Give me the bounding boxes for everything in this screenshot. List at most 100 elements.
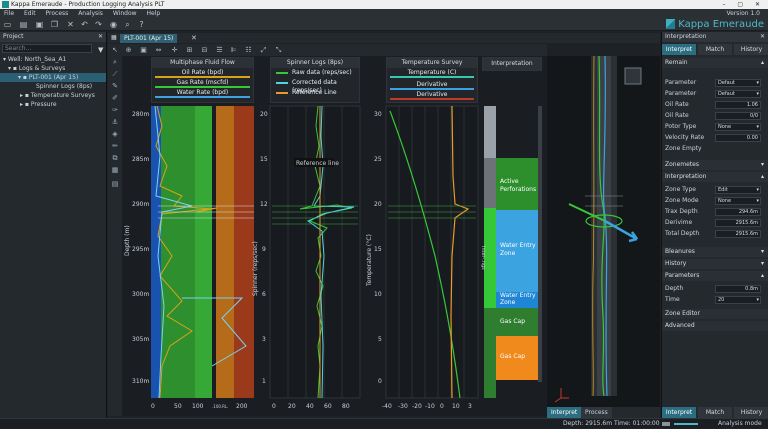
legend-derivative-1: Derivative (390, 81, 474, 90)
delete-icon[interactable]: ✕ (67, 20, 74, 29)
zone-gas-cap-2[interactable] (496, 336, 538, 380)
section-zone-editor[interactable]: Zone Editor (662, 309, 768, 319)
wellbore-3d-view[interactable] (547, 55, 660, 407)
time-select[interactable]: 20 (715, 296, 761, 304)
orientation-cube-icon[interactable] (624, 67, 642, 85)
menu-help[interactable]: Help (146, 10, 161, 17)
depth-field[interactable]: 0.8m (715, 285, 761, 293)
frame-icon[interactable]: ▣ (140, 46, 147, 54)
param-select[interactable]: Defaut (715, 90, 761, 98)
tree-item-spinner[interactable]: Spinner Logs (8ps) (0, 82, 106, 91)
menu-bar: File Edit Process Analysis Window Help V… (0, 9, 768, 18)
pointer-icon[interactable]: ↖ (112, 46, 118, 54)
wellbore-3d-svg (554, 55, 642, 403)
search-icon[interactable]: ⌕ (125, 20, 130, 29)
help-icon[interactable]: ? (139, 20, 144, 29)
derivime-field[interactable]: 2915.6m (715, 219, 761, 227)
right-tab-match[interactable]: Match (698, 44, 732, 55)
tree-item-pressure[interactable]: ▸ ▪ Pressure (20, 101, 57, 108)
brush-icon[interactable]: ✐ (112, 94, 118, 102)
track-icon[interactable]: ⊫ (230, 46, 237, 54)
ruler-icon[interactable]: ⟋ (112, 70, 118, 78)
undo-icon[interactable]: ↶ (81, 20, 88, 29)
filter-icon[interactable]: ▼ (98, 46, 104, 54)
rotor-type-select[interactable]: None (715, 123, 761, 131)
zone-gas-cap[interactable] (496, 308, 538, 336)
right-bottom-tab-interpret[interactable]: Interpret (662, 407, 696, 418)
close-tab-icon[interactable]: ✕ (191, 34, 197, 42)
open-folder-icon[interactable]: ▤ (19, 20, 28, 29)
section-history[interactable]: History ▾ (662, 259, 768, 269)
gas-band-1 (161, 106, 195, 398)
layers-icon[interactable]: ⧉ (112, 154, 118, 162)
shrink-icon[interactable]: ⤡ (275, 46, 282, 54)
anchor-icon[interactable]: ⚓ (111, 118, 119, 126)
chart-icon[interactable]: ▤ (111, 180, 119, 188)
oil-rate-field[interactable]: 1.06 (715, 101, 761, 109)
right-bottom-tab-match[interactable]: Match (698, 407, 732, 418)
close-icon[interactable]: ✕ (759, 33, 765, 40)
section-interpretation[interactable]: Interpretation ▴ (662, 172, 768, 182)
tab-plt-001[interactable]: PLT-001 (Apr 15) (120, 34, 178, 43)
zone-mode-select[interactable]: None (715, 197, 761, 205)
tab-list-icon[interactable]: ▦ (111, 34, 117, 41)
fill-icon[interactable]: ◈ (112, 130, 118, 138)
trax-depth-field[interactable]: 294.6m (715, 208, 761, 216)
menu-window[interactable]: Window (112, 10, 137, 17)
tree-item-logs[interactable]: ▾ ▪ Logs & Surveys (8, 65, 66, 72)
save-icon[interactable]: ▣ (35, 20, 44, 29)
redo-icon[interactable]: ↷ (95, 20, 102, 29)
velocity-rate-field[interactable]: 0.00 (715, 134, 761, 142)
zone-water-entry-2[interactable] (496, 292, 538, 308)
split-icon[interactable]: ⊞ (186, 46, 193, 54)
menu-process[interactable]: Process (45, 10, 69, 17)
menu-analysis[interactable]: Analysis (78, 10, 103, 17)
section-advanced[interactable]: Advanced (662, 321, 768, 331)
tree-item-plt[interactable]: ▾ ▪ PLT-001 (Apr 15) (0, 73, 106, 82)
total-depth-field[interactable]: 2915.6m (715, 230, 761, 238)
zoom-slider[interactable] (674, 423, 698, 425)
interp-scrollbar[interactable] (538, 106, 542, 382)
grid-icon[interactable]: ▦ (111, 166, 119, 174)
param-label: Time (665, 296, 680, 303)
list-icon[interactable]: ☷ (245, 46, 252, 54)
section-zonemetes[interactable]: Zonemetes ▾ (662, 160, 768, 170)
copy-icon[interactable]: ❐ (50, 20, 59, 29)
right-tab-interpret[interactable]: Interpret (662, 44, 696, 55)
zoom-minus-icon[interactable] (662, 422, 670, 426)
interp-row: Derivime 2915.6m (662, 218, 768, 228)
right-tab-history[interactable]: History (734, 44, 768, 55)
close-icon[interactable]: ✕ (97, 33, 103, 40)
tree-item-well[interactable]: ▾ Well: North_Sea_A1 (3, 56, 67, 63)
align-icon[interactable]: ⇔ (155, 46, 162, 54)
pen-icon[interactable]: ✎ (112, 82, 118, 90)
rows-icon[interactable]: ☰ (216, 46, 223, 54)
param-select[interactable]: Defaut (715, 79, 761, 87)
menu-file[interactable]: File (4, 10, 15, 17)
section-parameters[interactable]: Parameters ▴ (662, 271, 768, 281)
zone-active-perforations[interactable] (496, 158, 538, 210)
oil-rate-field-2[interactable]: 0/0 (715, 112, 761, 120)
zone-type-select[interactable]: Edit (715, 186, 761, 194)
marker-icon[interactable]: ✑ (112, 106, 118, 114)
tab-interpret[interactable]: Interpret (547, 407, 582, 418)
zoom-icon[interactable]: ⌕ (113, 58, 117, 66)
view-icon[interactable]: ◉ (110, 20, 117, 29)
menu-edit[interactable]: Edit (23, 10, 36, 17)
tab-process[interactable]: Process (581, 407, 612, 418)
section-remain[interactable]: Remain ▴ (662, 58, 768, 68)
expand-icon[interactable]: ⤢ (260, 46, 267, 54)
interp-grey-band (484, 106, 496, 158)
tree-item-temperature[interactable]: ▸ ▪ Temperature Surveys (20, 92, 95, 99)
zone-water-entry[interactable] (496, 210, 538, 292)
gas-band-2 (195, 106, 212, 398)
edit-icon[interactable]: ✏ (112, 142, 118, 150)
section-bleanures[interactable]: Bleanures ▾ (662, 247, 768, 257)
right-bottom-tab-history[interactable]: History (734, 407, 768, 418)
zoom-in-icon[interactable]: ⊕ (125, 46, 132, 54)
new-file-icon[interactable]: ▭ (3, 20, 12, 29)
columns-icon[interactable]: ⊟ (201, 46, 208, 54)
crosshair-icon[interactable]: ✛ (171, 46, 178, 54)
window-controls[interactable]: – ▢ ✕ (722, 1, 765, 8)
search-input[interactable]: Search... (2, 44, 92, 53)
